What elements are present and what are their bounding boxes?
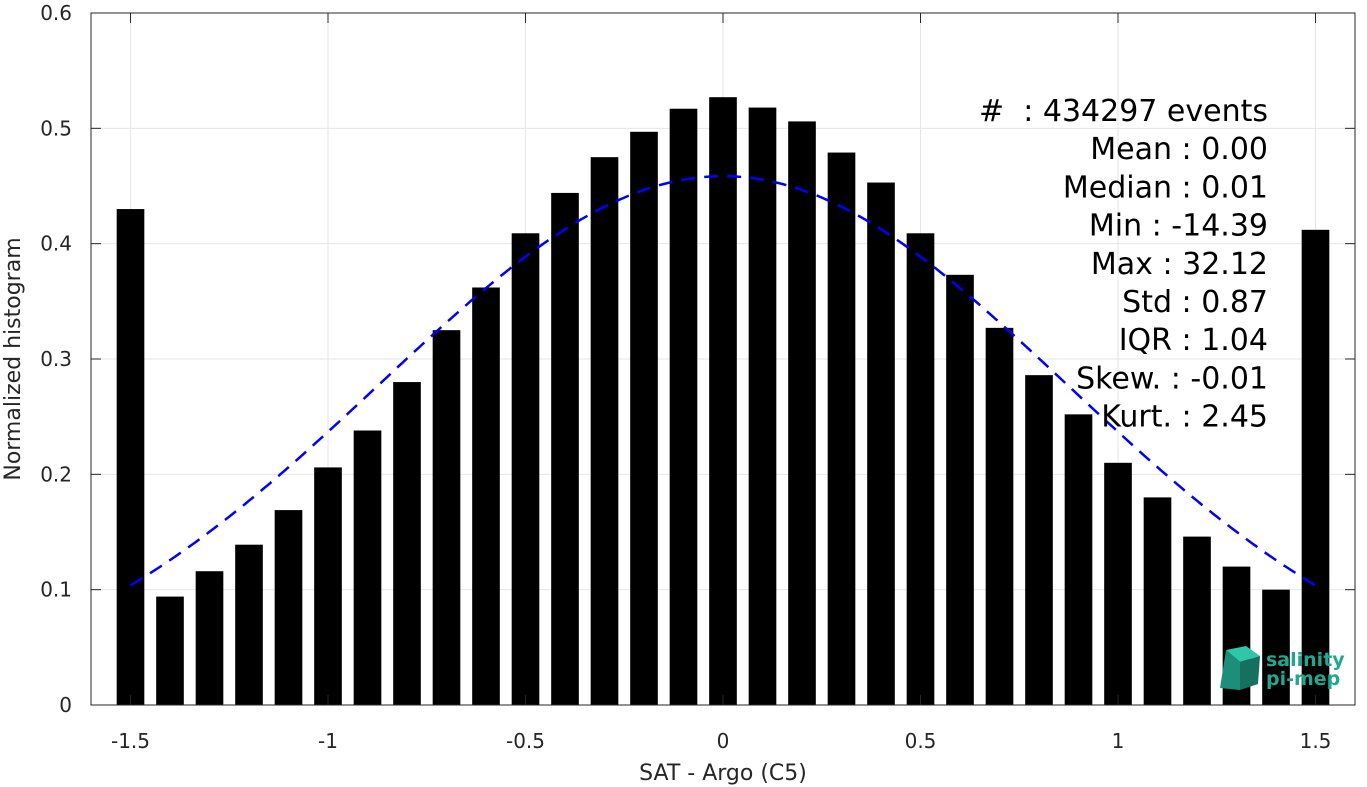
bar — [511, 233, 540, 705]
bar — [472, 287, 500, 705]
y-tick-label: 0.5 — [40, 116, 72, 140]
x-axis-label: SAT - Argo (C5) — [639, 761, 807, 786]
logo-line1: salinity — [1266, 649, 1345, 671]
stats-line: Skew. : -0.01 — [1076, 361, 1268, 396]
bars — [116, 97, 1330, 706]
tick-labels: -1.5 -1 -0.5 0 0.5 1 1.5 0 0.1 0.2 0.3 0.4 0.5 0.6 — [40, 1, 1331, 753]
bar — [630, 131, 658, 705]
y-tick-label: 0.4 — [40, 232, 72, 256]
stats-line: # : 434297 events — [979, 94, 1268, 129]
bar — [1301, 229, 1330, 705]
bar — [590, 157, 619, 705]
y-tick-label: 0.6 — [40, 1, 72, 25]
x-tick-label: 1 — [1112, 729, 1125, 753]
bar — [788, 121, 816, 705]
stats-line: Median : 0.01 — [1063, 170, 1268, 205]
x-tick-label: 1.5 — [1300, 729, 1332, 753]
stats-line: Kurt. : 2.45 — [1101, 400, 1268, 435]
bar — [867, 182, 895, 706]
bar — [709, 97, 737, 705]
logo-cube-icon — [1220, 646, 1260, 690]
bar — [669, 108, 698, 705]
y-tick-label: 0.3 — [40, 347, 72, 371]
bar — [195, 571, 224, 705]
bar — [314, 467, 342, 705]
y-tick-label: 0.2 — [40, 462, 72, 486]
bar — [946, 274, 974, 705]
x-tick-label: -0.5 — [506, 729, 545, 753]
ticks — [91, 12, 1355, 706]
bar — [432, 330, 461, 705]
stats-line: Mean : 0.00 — [1090, 132, 1268, 167]
stats-line: IQR : 1.04 — [1119, 323, 1268, 358]
bar — [1064, 414, 1093, 705]
bar — [1183, 536, 1211, 705]
bar — [827, 152, 856, 705]
bar — [393, 382, 421, 705]
stats-line: Min : -14.39 — [1089, 209, 1268, 244]
bar — [1025, 375, 1053, 705]
bar — [156, 596, 184, 705]
bar — [116, 209, 145, 706]
bar — [748, 107, 777, 705]
x-tick-label: -1 — [318, 729, 338, 753]
bar — [985, 327, 1014, 705]
bar — [274, 510, 303, 705]
bar — [906, 233, 935, 705]
bar — [551, 192, 579, 706]
stats-line: Max : 32.12 — [1091, 247, 1268, 282]
x-tick-label: 0 — [717, 729, 730, 753]
x-tick-label: -1.5 — [111, 729, 150, 753]
stats-line: Std : 0.87 — [1122, 285, 1268, 320]
logo-line2: pi-mep — [1266, 668, 1340, 690]
bar — [235, 544, 263, 705]
bar — [1104, 462, 1132, 705]
y-tick-label: 0 — [59, 693, 72, 717]
bar — [1143, 497, 1172, 705]
bar — [1262, 589, 1290, 705]
bar — [353, 430, 382, 705]
salinity-pi-mep-logo: salinity pi-mep — [1220, 646, 1345, 690]
y-tick-label: 0.1 — [40, 578, 72, 602]
x-tick-label: 0.5 — [905, 729, 937, 753]
y-axis-label: Normalized histogram — [1, 237, 26, 480]
